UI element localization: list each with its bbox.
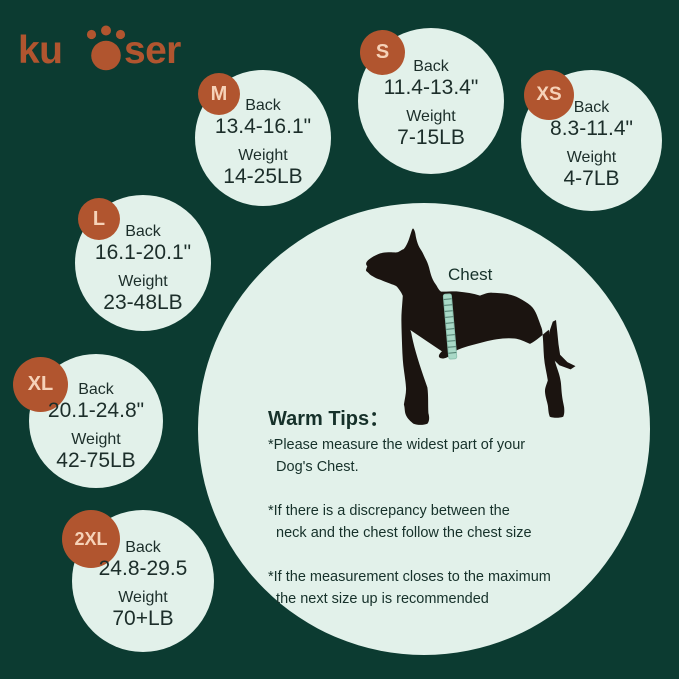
svg-text:Chest: Chest — [448, 265, 493, 284]
